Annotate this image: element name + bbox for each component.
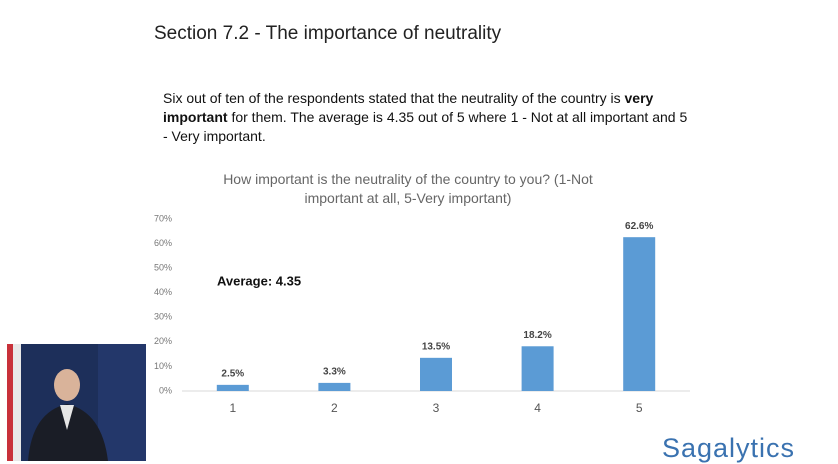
x-tick-label: 5 — [636, 401, 643, 415]
flag-red — [7, 344, 13, 461]
y-tick-label: 10% — [154, 361, 172, 371]
y-tick-label: 40% — [154, 287, 172, 297]
logo: Sagalytics — [662, 433, 796, 463]
x-tick-label: 3 — [433, 401, 440, 415]
bar — [623, 237, 656, 391]
value-label: 2.5% — [221, 368, 244, 379]
y-tick-label: 60% — [154, 238, 172, 248]
paragraph-text: for them. The average is 4.35 out of 5 w… — [163, 109, 688, 144]
value-label: 18.2% — [523, 330, 551, 341]
value-label: 62.6% — [625, 221, 653, 232]
heading: Section 7.2 - The importance of neutrali… — [154, 23, 502, 44]
shirt — [60, 405, 74, 430]
x-tick-label: 4 — [534, 401, 541, 415]
annotation: Average: 4.35 — [217, 273, 301, 288]
bar — [318, 382, 351, 391]
bar — [521, 346, 554, 391]
chart-title: How important is the neutrality of the c… — [223, 171, 593, 206]
x-tick-label: 2 — [331, 401, 338, 415]
face — [54, 369, 80, 401]
suit — [28, 404, 108, 461]
backdrop — [98, 344, 146, 461]
y-tick-label: 50% — [154, 263, 172, 273]
video-inset — [7, 344, 146, 461]
paragraph-text: Six out of ten of the respondents stated… — [163, 90, 625, 106]
y-tick-label: 30% — [154, 312, 172, 322]
bar — [216, 384, 249, 391]
x-tick-label: 1 — [229, 401, 236, 415]
paragraph-bold: very important — [163, 90, 654, 125]
paragraph: Six out of ten of the respondents stated… — [163, 89, 695, 146]
y-tick-label: 0% — [159, 385, 172, 395]
y-tick-label: 20% — [154, 336, 172, 346]
value-label: 13.5% — [422, 341, 450, 352]
value-label: 3.3% — [323, 367, 346, 378]
bar — [420, 357, 452, 391]
y-tick-label: 70% — [154, 213, 172, 223]
